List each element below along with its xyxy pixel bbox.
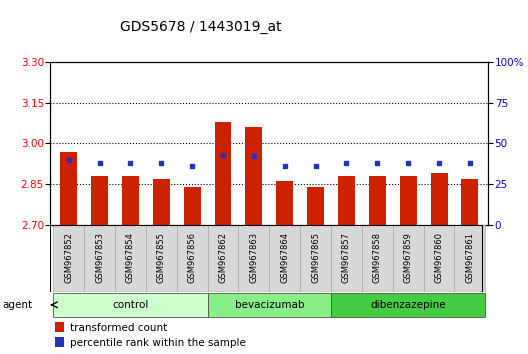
Bar bbox=[84, 225, 115, 292]
Bar bbox=[239, 225, 269, 292]
Bar bbox=[338, 176, 355, 225]
Bar bbox=[115, 225, 146, 292]
Bar bbox=[184, 187, 201, 225]
Text: bevacizumab: bevacizumab bbox=[234, 300, 304, 310]
Bar bbox=[269, 225, 300, 292]
Text: GSM967852: GSM967852 bbox=[64, 232, 73, 282]
Text: GSM967853: GSM967853 bbox=[95, 232, 104, 282]
Text: GSM967863: GSM967863 bbox=[249, 232, 258, 282]
Text: GSM967861: GSM967861 bbox=[465, 232, 474, 282]
Bar bbox=[208, 225, 239, 292]
Bar bbox=[91, 176, 108, 225]
Bar bbox=[423, 225, 455, 292]
Text: GSM967859: GSM967859 bbox=[404, 232, 413, 282]
Bar bbox=[54, 337, 64, 347]
Bar bbox=[331, 225, 362, 292]
Text: GSM967856: GSM967856 bbox=[187, 232, 196, 282]
Bar bbox=[214, 122, 231, 225]
Bar bbox=[53, 225, 84, 292]
Text: GSM967860: GSM967860 bbox=[435, 232, 444, 282]
Text: GDS5678 / 1443019_at: GDS5678 / 1443019_at bbox=[120, 19, 281, 34]
Bar bbox=[455, 225, 485, 292]
Bar bbox=[369, 176, 386, 225]
Text: GSM967862: GSM967862 bbox=[219, 232, 228, 282]
Text: agent: agent bbox=[3, 300, 33, 310]
Bar bbox=[122, 176, 139, 225]
Text: control: control bbox=[112, 300, 148, 310]
Bar bbox=[153, 179, 169, 225]
Text: GSM967865: GSM967865 bbox=[311, 232, 320, 282]
Text: dibenzazepine: dibenzazepine bbox=[370, 300, 446, 310]
Text: GSM967864: GSM967864 bbox=[280, 232, 289, 282]
Bar bbox=[246, 127, 262, 225]
Bar bbox=[276, 181, 293, 225]
Text: GSM967857: GSM967857 bbox=[342, 232, 351, 282]
Text: transformed count: transformed count bbox=[70, 322, 167, 332]
Bar bbox=[177, 225, 208, 292]
Bar bbox=[362, 225, 393, 292]
Bar bbox=[146, 225, 177, 292]
Text: GSM967855: GSM967855 bbox=[157, 232, 166, 282]
Text: GSM967858: GSM967858 bbox=[373, 232, 382, 282]
Bar bbox=[307, 187, 324, 225]
Bar bbox=[400, 176, 417, 225]
Bar bbox=[393, 225, 423, 292]
Bar bbox=[54, 322, 64, 332]
Bar bbox=[461, 179, 478, 225]
Text: percentile rank within the sample: percentile rank within the sample bbox=[70, 338, 246, 348]
Text: GSM967854: GSM967854 bbox=[126, 232, 135, 282]
Bar bbox=[53, 293, 208, 317]
Bar bbox=[300, 225, 331, 292]
Bar bbox=[60, 152, 77, 225]
Bar bbox=[208, 293, 331, 317]
Bar bbox=[331, 293, 485, 317]
Bar bbox=[430, 173, 448, 225]
